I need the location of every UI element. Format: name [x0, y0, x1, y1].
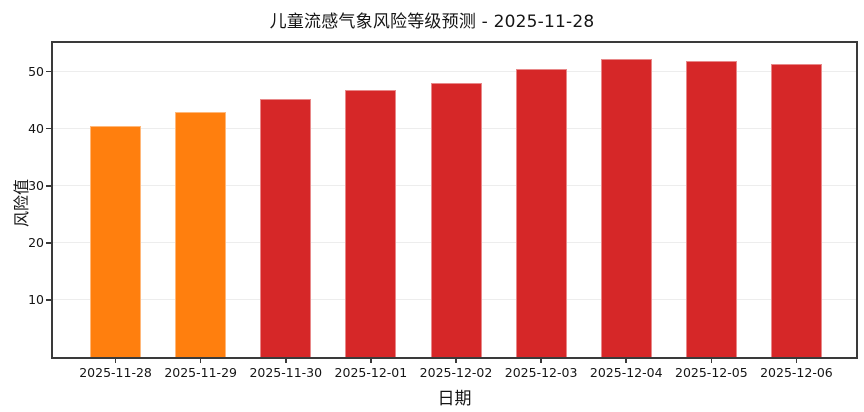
- x-tick-mark: [710, 359, 713, 363]
- x-tick-label: 2025-12-05: [675, 365, 748, 380]
- y-tick-mark: [46, 184, 52, 187]
- y-tick-label: 10: [28, 291, 44, 307]
- x-tick-label: 2025-12-04: [589, 365, 663, 380]
- x-tick-label: 2025-12-03: [504, 365, 578, 380]
- x-tick-mark: [284, 359, 287, 363]
- x-tick-mark: [455, 359, 457, 363]
- x-tick-label: 2025-11-28: [79, 365, 152, 380]
- gridline-y-50: [53, 71, 856, 73]
- y-tick-label: 30: [28, 177, 44, 193]
- x-axis-label: 日期: [437, 389, 472, 409]
- bar-2025-11-28: [90, 125, 142, 357]
- x-tick-label: 2025-11-30: [249, 365, 323, 380]
- x-tick-label: 2025-12-06: [760, 365, 833, 380]
- y-tick-label: 40: [28, 120, 44, 136]
- x-tick-mark: [795, 359, 798, 363]
- x-tick-mark: [540, 359, 542, 363]
- bar-2025-12-05: [685, 61, 737, 357]
- plot-area: [53, 43, 856, 357]
- x-tick-mark: [625, 359, 628, 363]
- y-tick-mark: [46, 70, 52, 73]
- bar-2025-12-06: [770, 64, 822, 357]
- y-tick-mark: [46, 242, 52, 244]
- x-tick-mark: [114, 359, 117, 363]
- y-tick-mark: [46, 299, 52, 301]
- bar-2025-12-02: [430, 82, 482, 357]
- bar-2025-12-01: [345, 90, 397, 357]
- bar-2025-11-30: [260, 98, 312, 357]
- bar-2025-12-03: [515, 68, 567, 357]
- x-tick-label: 2025-12-02: [419, 365, 493, 380]
- y-tick-label: 20: [28, 234, 44, 250]
- y-tick-label: 50: [28, 63, 44, 79]
- x-tick-mark: [370, 359, 372, 363]
- x-tick-label: 2025-11-29: [164, 365, 237, 380]
- x-tick-label: 2025-12-01: [334, 365, 408, 380]
- y-tick-mark: [46, 127, 52, 130]
- chart-title: 儿童流感气象风险等级预测 - 2025-11-28: [269, 12, 595, 32]
- bar-2025-11-29: [175, 111, 227, 357]
- bar-2025-12-04: [600, 59, 652, 357]
- y-axis-label: 风险值: [12, 179, 31, 228]
- x-tick-mark: [199, 359, 202, 363]
